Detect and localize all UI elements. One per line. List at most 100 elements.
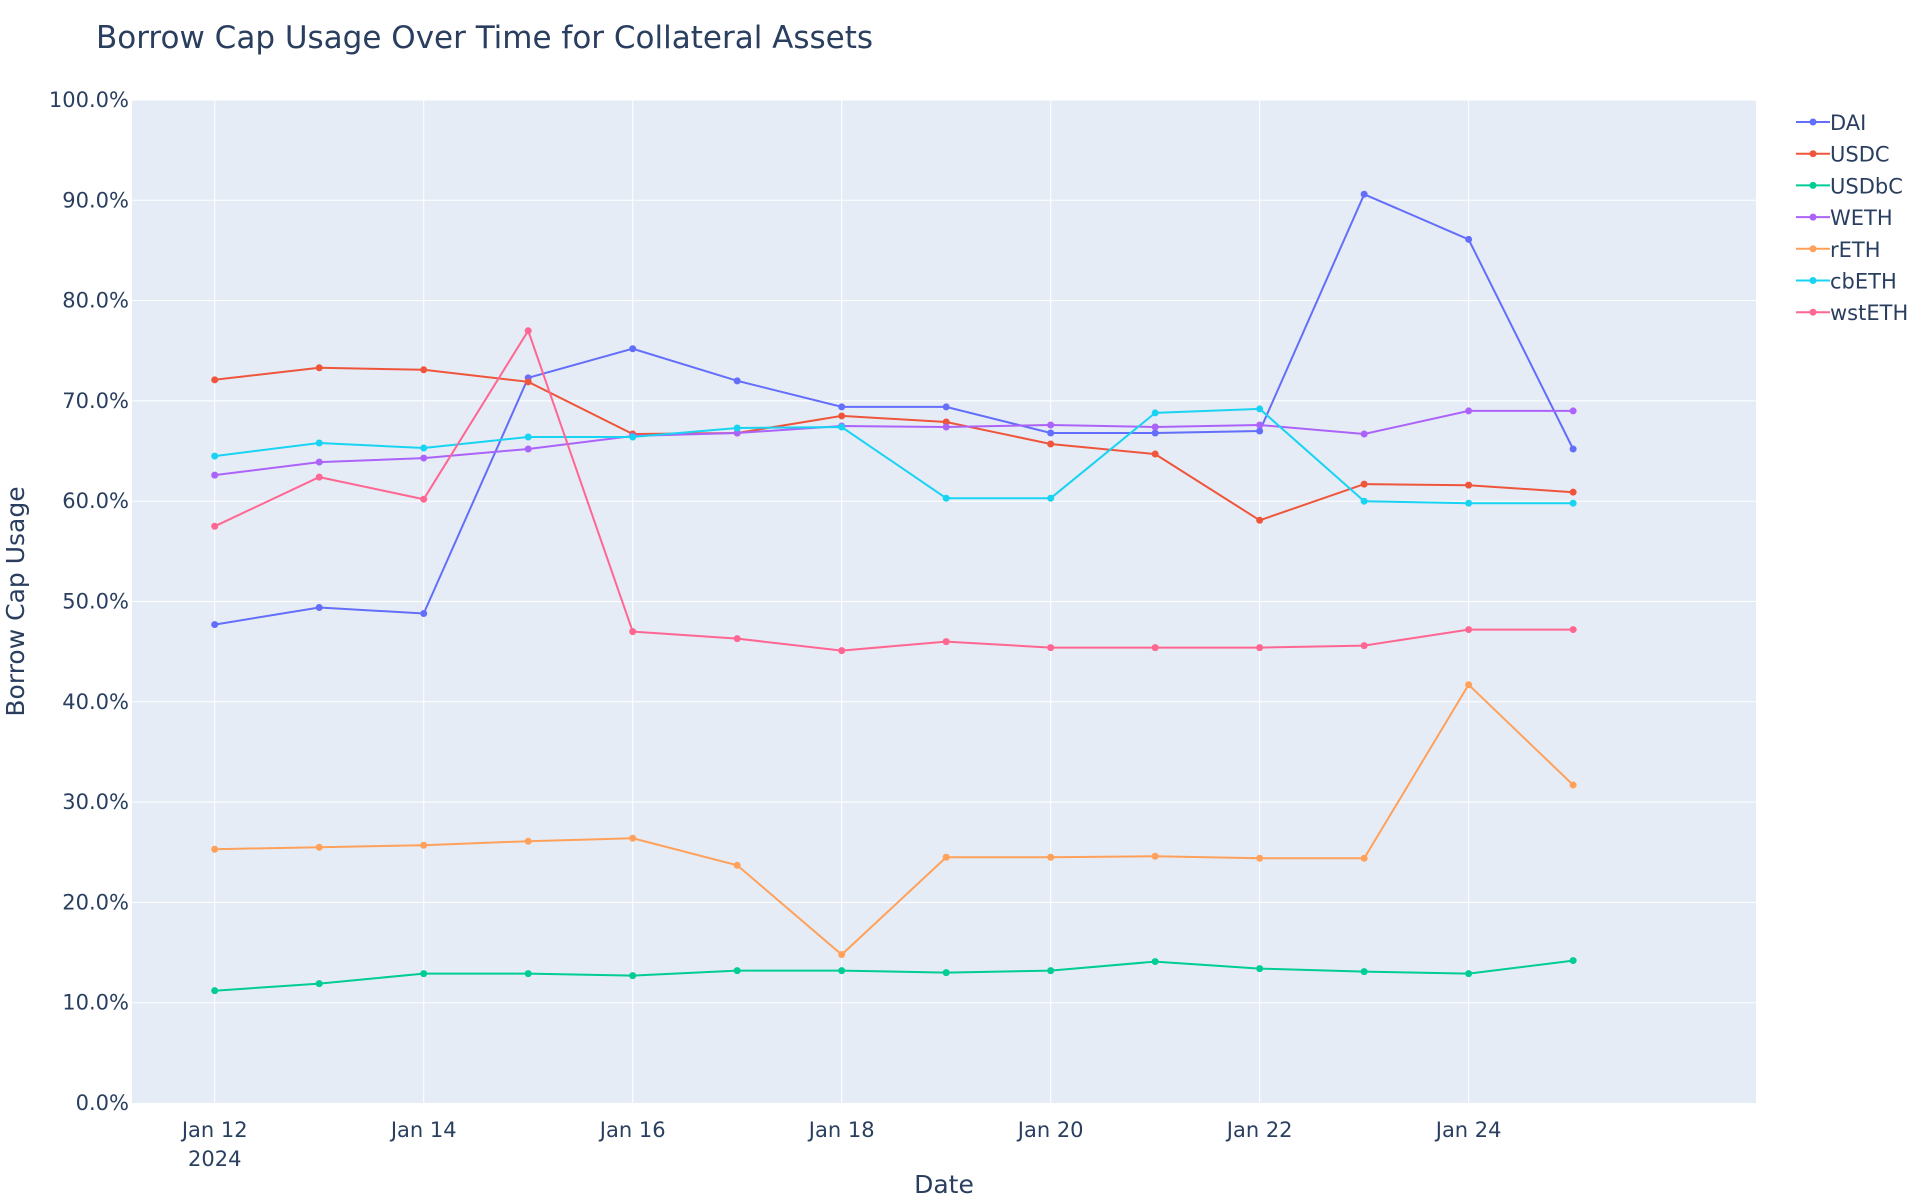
data-point-dai [838,403,846,411]
data-point-dai [733,377,741,385]
data-point-reth [211,845,219,853]
data-point-cbeth [1360,497,1368,505]
legend-marker-reth[interactable] [1809,245,1817,253]
y-tick-label: 60.0% [62,489,129,513]
legend-label-cbeth[interactable]: cbETH [1830,270,1897,294]
data-point-usdc [1151,450,1159,458]
data-point-wsteth [733,635,741,643]
data-point-wsteth [1047,644,1055,652]
data-point-cbeth [1569,499,1577,507]
data-point-dai [629,345,637,353]
data-point-wsteth [942,638,950,646]
data-point-usdc [420,366,428,374]
data-point-wsteth [211,522,219,530]
data-point-weth [315,458,323,466]
data-point-wsteth [524,327,532,335]
x-tick-sublabel: 2024 [188,1147,241,1171]
data-point-cbeth [1151,409,1159,417]
data-point-usdbc [1569,957,1577,965]
data-point-usdbc [1256,965,1264,973]
data-point-cbeth [524,433,532,441]
data-point-usdbc [942,969,950,977]
data-point-dai [315,604,323,612]
y-tick-label: 90.0% [62,188,129,212]
data-point-usdbc [1360,968,1368,976]
data-point-usdc [524,378,532,386]
legend-label-weth[interactable]: WETH [1830,206,1893,230]
legend-marker-cbeth[interactable] [1809,277,1817,284]
data-point-cbeth [838,423,846,431]
data-point-reth [1047,853,1055,861]
legend-marker-weth[interactable] [1809,213,1817,221]
legend-label-wsteth[interactable]: wstETH [1830,301,1908,325]
series-line-wsteth [214,328,1574,652]
data-point-reth [942,853,950,861]
series-line-reth [214,683,1574,956]
legend-label-dai[interactable]: DAI [1830,111,1866,135]
data-point-reth [1256,854,1264,862]
data-point-reth [838,951,846,959]
data-point-wsteth [315,473,323,481]
data-point-dai [1360,190,1368,198]
chart-title: Borrow Cap Usage Over Time for Collatera… [96,20,874,56]
data-point-cbeth [1465,499,1473,507]
data-point-usdbc [420,970,428,978]
legend-label-usdc[interactable]: USDC [1830,143,1890,167]
x-tick-label: Jan 18 [807,1118,875,1142]
series-line-usdc [214,366,1574,522]
legend-marker-usdbc[interactable] [1809,181,1817,189]
legend-marker-wsteth[interactable] [1809,308,1817,316]
x-tick-label: Jan 12 [180,1118,248,1142]
data-point-wsteth [1256,644,1264,652]
data-point-cbeth [211,452,219,460]
data-point-weth [733,429,741,437]
data-point-weth [1569,407,1577,415]
y-tick-label: 80.0% [62,289,129,313]
y-tick-label: 100.0% [49,88,129,112]
data-point-weth [1256,421,1264,429]
data-point-reth [1360,854,1368,862]
data-point-reth [315,843,323,851]
x-tick-label: Jan 14 [389,1118,457,1142]
data-point-cbeth [629,433,637,441]
data-point-dai [1256,427,1264,435]
data-point-wsteth [1151,644,1159,652]
data-point-reth [733,861,741,869]
data-point-reth [420,841,428,849]
data-point-wsteth [838,647,846,655]
data-point-usdbc [1465,970,1473,978]
data-point-dai [420,610,428,618]
legend-label-usdbc[interactable]: USDbC [1830,174,1903,198]
data-point-usdbc [211,987,219,995]
data-point-weth [211,471,219,479]
legend-marker-usdc[interactable] [1809,150,1817,158]
data-point-cbeth [1256,405,1264,413]
data-point-reth [629,834,637,842]
series-line-usdbc [214,959,1574,992]
data-point-reth [1569,781,1577,789]
series-line-cbeth [214,407,1574,505]
y-tick-label: 50.0% [62,590,129,614]
data-point-usdbc [629,972,637,980]
data-point-dai [1465,235,1473,243]
data-point-usdbc [1047,967,1055,975]
series-line-dai [214,192,1574,626]
data-point-usdbc [1151,958,1159,966]
data-point-wsteth [1360,642,1368,650]
data-point-usdbc [315,980,323,988]
data-point-usdc [1465,481,1473,489]
data-point-usdc [1569,488,1577,496]
legend-label-reth[interactable]: rETH [1830,238,1881,262]
x-tick-label: Jan 16 [598,1118,666,1142]
data-point-weth [420,454,428,462]
data-point-weth [1047,421,1055,429]
data-point-usdc [1047,440,1055,448]
legend-marker-dai[interactable] [1809,118,1817,126]
data-point-wsteth [420,495,428,503]
data-point-usdbc [524,970,532,978]
series-line-weth [214,409,1574,477]
data-point-weth [1465,407,1473,415]
data-point-dai [1047,429,1055,437]
data-point-usdc [211,376,219,384]
